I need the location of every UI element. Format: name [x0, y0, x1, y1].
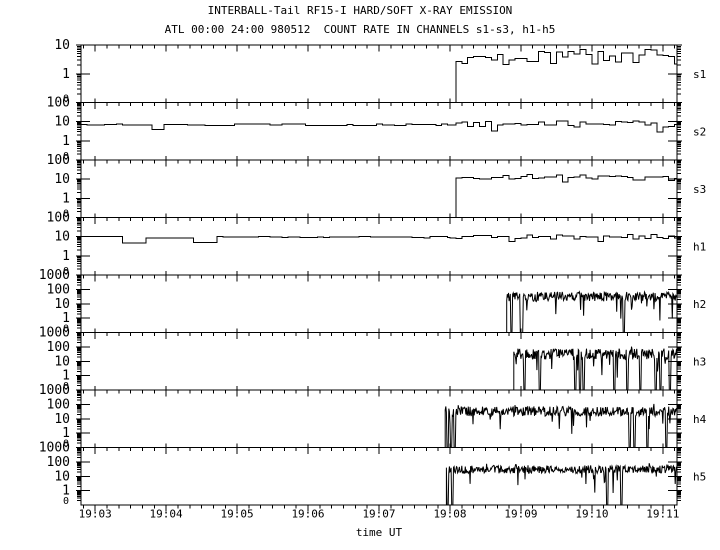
y-tick-label: 1000 [39, 326, 70, 341]
channel-label-h3: h3 [693, 355, 706, 368]
x-tick-label: 19:08 [433, 508, 466, 521]
y-tick-label-zero: 0 [63, 381, 69, 392]
y-tick-label: 10 [54, 412, 70, 427]
y-tick-label: 1000 [39, 383, 70, 398]
y-tick-label: 100 [47, 282, 70, 297]
y-tick-label: 1 [62, 191, 70, 206]
panel-box-s1 [80, 44, 678, 103]
y-tick-label: 10 [54, 172, 70, 187]
y-tick-label: 10 [54, 297, 70, 312]
y-tick-label: 1 [62, 484, 70, 499]
y-tick-label-zero: 0 [63, 266, 69, 277]
panel-box-h2 [80, 274, 678, 333]
y-tick-label: 1 [62, 311, 70, 326]
y-tick-label: 100 [47, 96, 70, 111]
x-tick-label: 19:06 [291, 508, 324, 521]
y-tick-label: 1 [62, 134, 70, 149]
y-axis-ticks-s1 [76, 44, 682, 95]
chart-subtitle: ATL 00:00 24:00 980512 COUNT RATE IN CHA… [164, 23, 556, 36]
y-tick-label-zero: 0 [63, 209, 69, 220]
panel-box-s2 [80, 102, 678, 161]
y-axis-ticks-h5 [76, 447, 682, 502]
trace-s1 [455, 49, 677, 103]
channel-label-h4: h4 [693, 413, 707, 426]
y-axis-ticks-s3 [76, 159, 682, 213]
panel-box-s3 [80, 159, 678, 218]
y-axis-ticks-s2 [76, 102, 682, 155]
panel-box-h5 [80, 447, 678, 506]
y-tick-label: 10 [54, 115, 70, 130]
y-tick-label: 100 [47, 211, 70, 226]
y-tick-label: 1 [62, 67, 70, 82]
channel-label-s2: s2 [693, 125, 706, 138]
y-tick-label: 100 [47, 397, 70, 412]
y-tick-label: 100 [47, 153, 70, 168]
y-tick-label: 10 [54, 469, 70, 484]
y-axis-ticks-h4 [76, 389, 682, 444]
y-tick-label: 1 [62, 426, 70, 441]
trace-h4 [444, 403, 678, 448]
y-tick-label: 1 [62, 249, 70, 264]
x-tick-label: 19:11 [646, 508, 679, 521]
x-tick-label: 19:03 [79, 508, 112, 521]
trace-s3 [455, 173, 677, 218]
y-tick-label: 1 [62, 369, 70, 384]
y-axis-ticks-h3 [76, 332, 682, 387]
trace-h3 [513, 346, 678, 391]
x-tick-label: 19:04 [150, 508, 183, 521]
trace-h2 [506, 290, 678, 333]
channel-label-h1: h1 [693, 240, 706, 253]
y-tick-label: 10 [54, 38, 70, 53]
panel-box-h1 [80, 217, 678, 276]
channel-label-h5: h5 [693, 470, 706, 483]
y-tick-label-zero: 0 [63, 496, 69, 507]
panel-box-h4 [80, 389, 678, 448]
channel-label-h2: h2 [693, 298, 706, 311]
y-tick-label: 100 [47, 340, 70, 355]
trace-h1 [81, 233, 677, 244]
y-axis-ticks-h2 [76, 274, 682, 329]
x-tick-label: 19:09 [504, 508, 537, 521]
channel-label-s3: s3 [693, 183, 706, 196]
y-tick-label: 1000 [39, 268, 70, 283]
y-tick-label-zero: 0 [63, 324, 69, 335]
y-tick-label-zero: 0 [63, 151, 69, 162]
x-axis-ticks [82, 45, 676, 512]
x-tick-label: 19:10 [575, 508, 608, 521]
y-tick-label: 10 [54, 230, 70, 245]
channel-label-s1: s1 [693, 68, 706, 81]
y-axis-ticks-h1 [76, 217, 682, 270]
y-tick-label: 1000 [39, 441, 70, 456]
panel-box-h3 [80, 332, 678, 391]
x-axis-title: time UT [355, 526, 403, 539]
x-tick-label: 19:07 [362, 508, 395, 521]
y-tick-label-zero: 0 [63, 94, 69, 105]
trace-s2 [81, 120, 677, 133]
trace-h5 [445, 463, 678, 506]
y-tick-label: 100 [47, 455, 70, 470]
chart-title: INTERBALL-Tail RF15-I HARD/SOFT X-RAY EM… [207, 4, 513, 17]
x-tick-label: 19:05 [221, 508, 254, 521]
y-tick-label-zero: 0 [63, 439, 69, 450]
y-tick-label: 10 [54, 354, 70, 369]
